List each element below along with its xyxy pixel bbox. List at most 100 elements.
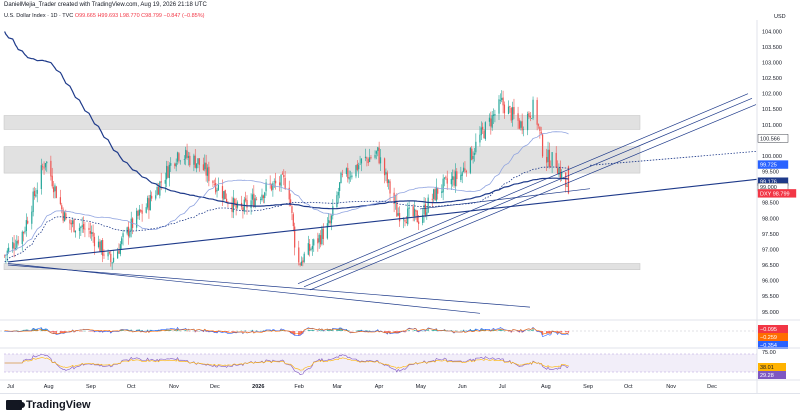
candle[interactable]	[231, 196, 233, 218]
candle[interactable]	[319, 230, 322, 248]
candle[interactable]	[415, 209, 417, 220]
candle[interactable]	[321, 225, 323, 246]
candle[interactable]	[360, 158, 363, 172]
candle[interactable]	[303, 251, 305, 264]
candle[interactable]	[118, 243, 120, 254]
candle[interactable]	[40, 158, 42, 195]
candle[interactable]	[394, 194, 397, 210]
candle[interactable]	[145, 203, 147, 214]
candle[interactable]	[340, 171, 342, 184]
candle[interactable]	[51, 167, 53, 189]
candle[interactable]	[178, 151, 180, 164]
candle[interactable]	[261, 188, 263, 202]
candle[interactable]	[13, 234, 15, 258]
candle[interactable]	[129, 228, 131, 239]
candle[interactable]	[72, 218, 74, 228]
candle[interactable]	[462, 162, 465, 173]
candle[interactable]	[300, 256, 303, 266]
candle[interactable]	[307, 235, 309, 256]
candle[interactable]	[356, 160, 358, 172]
candle[interactable]	[442, 174, 444, 201]
macd-panel[interactable]: −0.095 −0.259 −0.354	[0, 319, 800, 349]
candle[interactable]	[501, 90, 503, 103]
candle[interactable]	[502, 90, 504, 114]
candle[interactable]	[100, 240, 102, 255]
candle[interactable]	[82, 216, 85, 233]
candle[interactable]	[405, 216, 407, 224]
candle[interactable]	[274, 172, 277, 190]
candle[interactable]	[157, 183, 160, 195]
candle[interactable]	[364, 148, 367, 162]
candle[interactable]	[566, 183, 568, 187]
candle[interactable]	[539, 126, 541, 139]
candle[interactable]	[445, 175, 447, 180]
candle[interactable]	[91, 225, 93, 241]
candle[interactable]	[280, 173, 282, 192]
candle[interactable]	[14, 239, 17, 251]
candle[interactable]	[378, 141, 380, 165]
candle[interactable]	[370, 155, 372, 160]
price-panel[interactable]	[3, 31, 758, 314]
candle[interactable]	[213, 179, 215, 187]
candle[interactable]	[23, 231, 25, 242]
candle[interactable]	[61, 202, 63, 214]
candle[interactable]	[541, 133, 544, 158]
candle[interactable]	[310, 247, 312, 252]
candle[interactable]	[383, 157, 386, 184]
candle[interactable]	[337, 187, 339, 204]
candle[interactable]	[284, 170, 286, 190]
candle[interactable]	[328, 213, 330, 227]
candle[interactable]	[558, 163, 560, 177]
candle[interactable]	[341, 169, 343, 178]
candle[interactable]	[450, 172, 452, 191]
candle[interactable]	[92, 224, 94, 243]
candle[interactable]	[393, 187, 395, 213]
candle[interactable]	[31, 205, 33, 230]
candle[interactable]	[36, 182, 38, 203]
candle[interactable]	[155, 190, 157, 201]
candle[interactable]	[518, 118, 521, 130]
candle[interactable]	[550, 160, 552, 168]
candle[interactable]	[326, 217, 328, 240]
macd-value-badge[interactable]: −0.259	[758, 333, 788, 341]
candle[interactable]	[187, 151, 190, 166]
candle[interactable]	[358, 162, 360, 178]
candle[interactable]	[567, 165, 570, 195]
candle[interactable]	[24, 226, 26, 235]
candle[interactable]	[452, 169, 454, 187]
candle[interactable]	[216, 187, 218, 198]
candle[interactable]	[127, 221, 130, 245]
candle[interactable]	[240, 195, 243, 210]
candle[interactable]	[528, 111, 530, 120]
ma-50-line[interactable]	[4, 131, 569, 257]
candle[interactable]	[27, 216, 29, 225]
candle[interactable]	[35, 188, 37, 198]
candle[interactable]	[499, 93, 501, 105]
candle[interactable]	[460, 166, 462, 183]
candle[interactable]	[78, 223, 81, 239]
candle[interactable]	[206, 164, 209, 183]
candle[interactable]	[149, 190, 151, 211]
candle[interactable]	[426, 207, 428, 220]
candle[interactable]	[168, 162, 170, 187]
candle[interactable]	[332, 199, 334, 220]
candle[interactable]	[164, 172, 166, 193]
candle[interactable]	[119, 241, 121, 257]
macd-signal-line[interactable]	[4, 327, 569, 335]
candle[interactable]	[148, 195, 150, 219]
macd-value-badge[interactable]: −0.354	[758, 341, 788, 349]
candle[interactable]	[491, 110, 493, 131]
candle[interactable]	[348, 170, 350, 184]
candle[interactable]	[167, 160, 169, 179]
candle[interactable]	[522, 126, 525, 137]
candle[interactable]	[195, 163, 198, 173]
ma-200-line[interactable]	[4, 31, 569, 210]
candle[interactable]	[70, 219, 72, 233]
dotted-ma-line[interactable]	[4, 166, 569, 263]
candle[interactable]	[33, 186, 36, 200]
candle[interactable]	[431, 193, 433, 207]
price-badge[interactable]: 99.725	[757, 160, 789, 169]
sr-zone[interactable]	[3, 146, 641, 174]
candle[interactable]	[52, 180, 55, 199]
macd-value-badge[interactable]: −0.095	[758, 325, 788, 333]
